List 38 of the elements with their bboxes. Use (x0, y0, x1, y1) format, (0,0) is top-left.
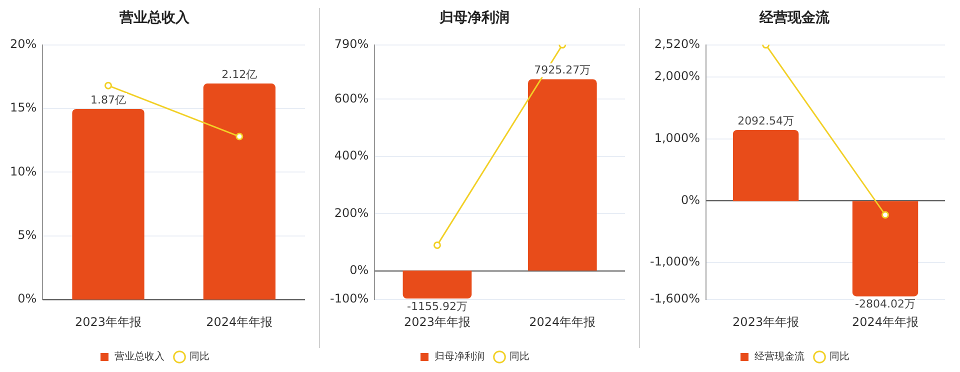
y-tick-label: 790% (334, 36, 369, 51)
data-label: -1155.92万 (406, 300, 468, 313)
y-tick-label: 0% (681, 192, 700, 207)
y-tick-label: 0% (350, 263, 369, 278)
chart-title: 归母净利润 (438, 9, 510, 26)
x-tick-label: 2023年年报 (732, 314, 800, 329)
data-label: 2092.54万 (738, 114, 794, 128)
y-tick-label: 2,000% (654, 69, 700, 84)
y-tick-label: 20% (10, 36, 37, 51)
x-tick-label: 2023年年报 (74, 314, 142, 329)
y-tick-label: 400% (334, 148, 369, 163)
x-tick-label: 2024年年报 (529, 314, 596, 329)
data-label: 2.12亿 (222, 68, 258, 81)
y-tick-label: 10% (10, 164, 37, 178)
y-tick-label: 600% (334, 91, 369, 106)
y-tick-label: -1,000% (650, 254, 700, 269)
chart-title: 经营现金流 (758, 9, 830, 26)
y-tick-label: 1,000% (654, 130, 700, 145)
y-tick-label: 15% (10, 100, 37, 115)
x-tick-label: 2024年年报 (852, 314, 919, 329)
legend-label: 营业总收入 (114, 350, 164, 363)
legend-label: 经营现金流 (754, 350, 804, 363)
legend-label: 同比 (510, 350, 530, 363)
y-tick-label: 2,520% (654, 36, 700, 51)
y-tick-label: 0% (18, 292, 37, 306)
y-tick-label: -100% (330, 292, 369, 306)
x-tick-label: 2024年年报 (206, 314, 273, 329)
data-label: -2804.02万 (855, 298, 916, 311)
data-label: 1.87亿 (90, 93, 126, 106)
y-tick-label: 200% (334, 206, 369, 220)
x-tick-label: 2023年年报 (404, 314, 470, 329)
legend-label: 归母净利润 (434, 350, 484, 363)
legend-label: 同比 (830, 350, 850, 363)
data-label: 7925.27万 (534, 64, 591, 77)
chart-title: 营业总收入 (118, 10, 190, 26)
legend-label: 同比 (190, 350, 210, 363)
y-tick-label: -1,600% (650, 292, 700, 306)
y-tick-label: 5% (18, 228, 37, 242)
